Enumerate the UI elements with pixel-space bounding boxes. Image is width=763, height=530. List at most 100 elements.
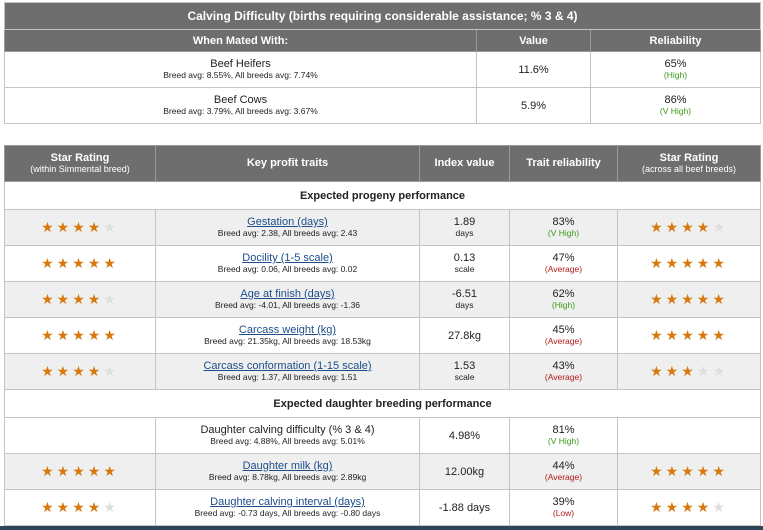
star-filled-icon: ★ [681,290,697,307]
reliability-percent: 62% [552,288,575,300]
star-filled-icon: ★ [696,462,713,479]
trait-cell: Gestation (days) Breed avg: 2.38, All bre… [155,209,420,246]
star-across-cell: ★★★★★ [617,353,761,390]
trait-name: Daughter calving interval (days) [156,496,419,508]
star-rating: ★★★★★ [650,219,728,235]
star-filled-icon: ★ [41,290,57,307]
trait-cell: Daughter calving interval (days) Breed av… [155,489,420,526]
trait-name: Gestation (days) [156,216,419,228]
star-filled-icon: ★ [72,462,88,479]
star-filled-icon: ★ [41,326,57,343]
star-filled-icon: ★ [681,326,697,343]
trait-reliability-cell: 44% (Average) [509,453,618,490]
star-across-cell: ★★★★★ [617,489,761,526]
star-filled-icon: ★ [87,254,104,271]
star-within-cell: ★★★★★ [4,317,156,354]
star-filled-icon: ★ [87,290,104,307]
star-within-cell: ★★★★★ [4,453,156,490]
reliability-label: (Average) [544,336,583,346]
star-empty-icon: ★ [712,218,728,235]
header-reliability: Reliability [589,29,762,52]
trait-row: ★★★★★ Gestation (days) Breed avg: 2.38, Al… [4,209,761,246]
calving-row-cows: Beef Cows Breed avg: 3.79%, All breeds a… [4,87,762,124]
trait-link[interactable]: Age at finish (days) [240,288,335,300]
reliability-percent: 44% [552,460,575,472]
star-empty-icon: ★ [103,218,119,235]
reliability-label: (Average) [544,472,583,482]
star-rating: ★★★★★ [650,291,728,307]
index-value: 12.00kg [444,465,485,478]
star-rating: ★★★★★ [41,363,119,379]
trait-name: Age at finish (days) [156,288,419,300]
trait-avg: Breed avg: 8.78kg, All breeds avg: 2.89k… [208,472,367,482]
star-rating: ★★★★★ [41,327,119,343]
star-filled-icon: ★ [650,326,666,343]
section-progeny-title: Expected progeny performance [4,181,761,210]
trait-cell: Daughter calving difficulty (% 3 & 4) Bre… [155,417,420,454]
star-filled-icon: ★ [72,498,88,515]
trait-row: ★★★★★ Daughter milk (kg) Breed avg: 8.78kg… [4,453,761,490]
star-empty-icon: ★ [696,362,713,379]
trait-link[interactable]: Gestation (days) [247,216,328,228]
index-unit: scale [454,372,475,382]
star-empty-icon: ★ [103,362,119,379]
star-within-cell: ★★★★★ [4,245,156,282]
star-across-cell: ★★★★★ [617,317,761,354]
star-filled-icon: ★ [103,462,119,479]
index-value: 4.98% [448,429,481,442]
trait-link[interactable]: Carcass weight (kg) [238,324,337,336]
star-filled-icon: ★ [665,326,682,343]
index-value-cell: 4.98% [419,417,510,454]
star-filled-icon: ★ [650,362,666,379]
star-filled-icon: ★ [56,362,73,379]
star-filled-icon: ★ [56,462,73,479]
index-value: 0.13 [453,252,476,264]
calving-row-label: Beef Heifers Breed avg: 8.55%, All breed… [4,51,477,88]
header-value: Value [476,29,591,52]
trait-cell: Daughter milk (kg) Breed avg: 8.78kg, All… [155,453,420,490]
star-rating: ★★★★★ [41,291,119,307]
star-across-cell: ★★★★★ [617,453,761,490]
star-filled-icon: ★ [681,218,697,235]
trait-name: Docility (1-5 scale) [156,252,419,264]
index-value-cell: 0.13 scale [419,245,510,282]
trait-avg: Breed avg: 0.06, All breeds avg: 0.02 [217,264,358,274]
reliability-percent: 45% [552,324,575,336]
star-filled-icon: ★ [696,218,713,235]
header-key-traits: Key profit traits [155,145,420,182]
star-filled-icon: ★ [665,462,682,479]
reliability-label: (V High) [659,106,692,116]
index-value: -1.88 days [438,501,491,514]
star-filled-icon: ★ [87,462,104,479]
trait-avg: Breed avg: -0.73 days, All breeds avg: -… [194,508,381,518]
star-filled-icon: ★ [56,218,73,235]
reliability-label: (High) [551,300,576,310]
header-star-within: Star Rating (within Simmental breed) [4,145,156,182]
reliability-label: (V High) [547,228,580,238]
star-filled-icon: ★ [56,326,73,343]
star-across-cell: ★★★★★ [617,245,761,282]
row-name: Beef Heifers [210,58,271,70]
index-unit: scale [454,264,475,274]
star-filled-icon: ★ [712,290,728,307]
trait-avg: Breed avg: 2.38, All breeds avg: 2.43 [217,228,358,238]
index-value: 1.53 [453,360,476,372]
trait-row: ★★★★★ Docility (1-5 scale) Breed avg: 0.06… [4,245,761,282]
trait-link[interactable]: Docility (1-5 scale) [242,252,333,264]
reliability-percent: 39% [552,496,575,508]
trait-link[interactable]: Carcass conformation (1-15 scale) [203,360,372,372]
star-filled-icon: ★ [650,498,666,515]
row-value: 5.9% [476,87,591,124]
trait-name: Daughter calving difficulty (% 3 & 4) [156,424,419,436]
star-filled-icon: ★ [650,290,666,307]
star-rating: ★★★★★ [650,499,728,515]
row-value: 11.6% [476,51,591,88]
row-reliability: 86% (V High) [589,87,762,124]
star-filled-icon: ★ [650,462,666,479]
reliability-label: (Low) [552,508,575,518]
index-value: 27.8kg [447,329,482,342]
trait-link[interactable]: Daughter calving interval (days) [210,496,365,508]
trait-cell: Carcass weight (kg) Breed avg: 21.35kg, A… [155,317,420,354]
trait-link[interactable]: Daughter milk (kg) [242,460,333,472]
index-value-cell: 1.89 days [419,209,510,246]
